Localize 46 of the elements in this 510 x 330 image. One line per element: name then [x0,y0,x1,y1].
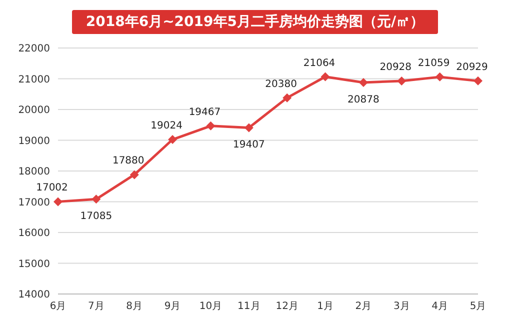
x-tick-label: 3月 [393,301,410,312]
point [54,197,62,206]
point [92,194,101,204]
point [435,72,444,82]
point [244,123,254,132]
y-tick-label: 18000 [18,166,50,178]
data-label: 17002 [36,182,68,194]
data-label: 19467 [188,106,221,118]
x-tick-label: 1月 [317,301,334,312]
data-label: 19407 [233,140,265,151]
y-tick-label: 17000 [18,197,50,208]
point [168,135,178,144]
data-label: 17085 [80,211,112,222]
y-tick-label: 16000 [18,228,50,240]
x-tick-label: 11月 [238,301,260,312]
point [206,121,216,130]
x-tick-label: 5月 [470,301,486,312]
x-tick-label: 6月 [50,301,66,312]
data-label: 17880 [112,156,144,167]
point [130,170,139,180]
point [282,93,292,102]
y-tick-label: 15000 [18,258,50,270]
x-tick-label: 7月 [88,301,104,312]
x-tick-label: 2月 [355,301,372,312]
y-tick-label: 21000 [18,74,50,86]
point [474,76,482,86]
x-tick-label: 4月 [432,301,448,312]
y-tick-label: 20000 [18,105,50,116]
x-tick-label: 9月 [164,301,181,312]
point [397,76,406,86]
chart-title: 2018年6月~2019年5月二手房均价走势图（元/㎡） [72,10,438,34]
y-tick-label: 19000 [18,136,50,147]
data-label: 20929 [456,62,488,73]
data-label: 21064 [303,58,336,69]
x-tick-label: 10月 [199,301,222,312]
x-tick-label: 12月 [276,301,298,312]
data-label: 19024 [150,120,182,132]
data-label: 21059 [418,58,450,69]
data-label: 20878 [348,94,380,106]
y-tick-label: 22000 [18,44,50,55]
point [320,72,330,82]
point [358,78,368,87]
x-tick-label: 8月 [126,301,143,312]
data-label: 20380 [265,78,297,90]
data-label: 20928 [380,62,412,73]
y-tick-label: 14000 [18,290,50,301]
